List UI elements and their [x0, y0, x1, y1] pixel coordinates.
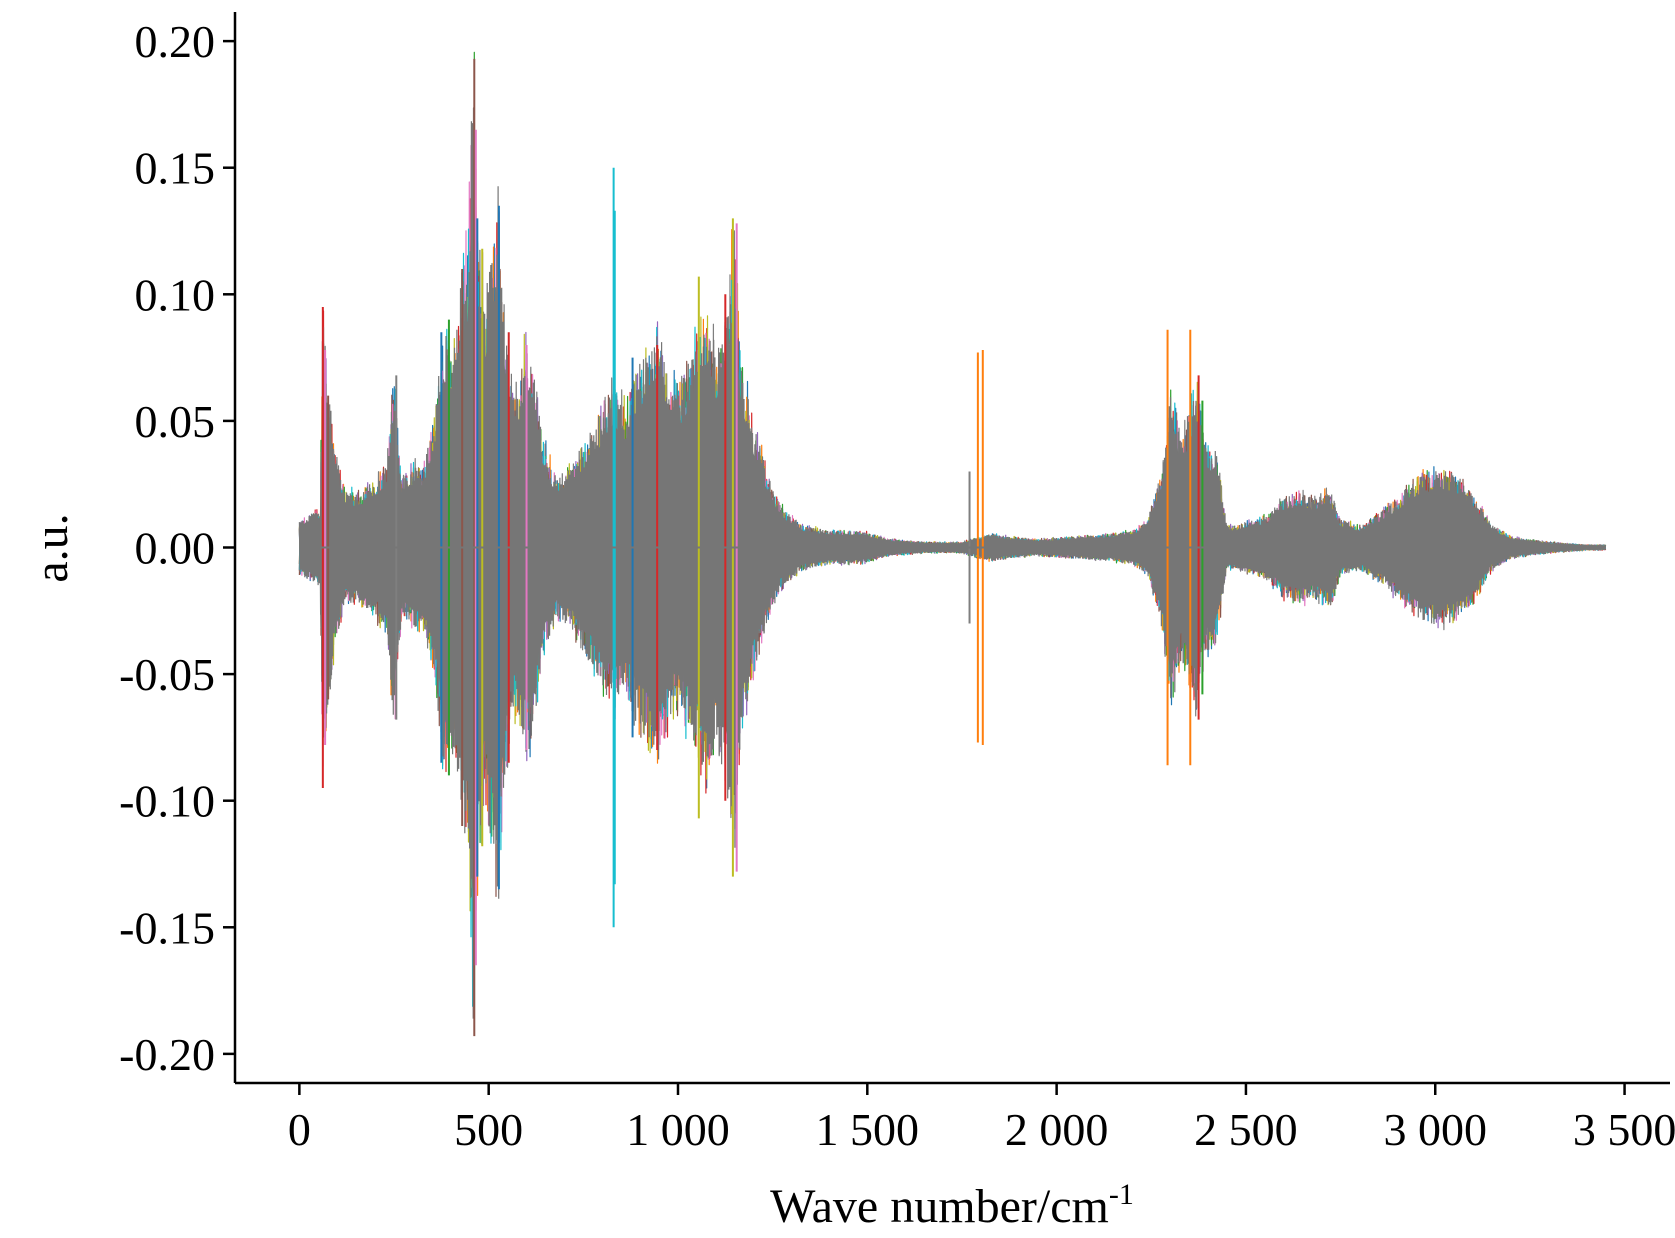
y-tick-label: 0.05: [135, 396, 216, 447]
chart-marks: [298, 51, 1607, 1037]
y-tick-label: -0.15: [119, 902, 215, 953]
x-tick-label: 3 500: [1573, 1104, 1675, 1155]
gray-spectrum-line: [298, 121, 1607, 1019]
x-axis-title-main: Wave number/cm: [770, 1180, 1109, 1233]
x-tick-label: 2 500: [1194, 1104, 1298, 1155]
y-tick-label: 0.20: [135, 16, 216, 67]
y-tick-label: -0.05: [119, 649, 215, 700]
y-axis-title: a.u.: [25, 513, 78, 582]
y-tick-label: 0.15: [135, 143, 216, 194]
y-tick-label: 0.00: [135, 523, 216, 574]
y-axis-ticks: 0.20 0.15 0.10 0.05 0.00 -0.05 -0.10 -0.15 -0.20: [119, 16, 235, 1080]
x-tick-label: 500: [454, 1104, 523, 1155]
x-axis-ticks: 0 500 1 000 1 500 2 000 2 500 3 000 3 500: [288, 1083, 1675, 1155]
x-tick-label: 1 500: [816, 1104, 920, 1155]
x-tick-label: 0: [288, 1104, 311, 1155]
x-axis-title: Wave number/cm-1: [770, 1178, 1134, 1233]
x-axis-title-superscript: -1: [1109, 1178, 1134, 1211]
x-tick-label: 3 000: [1384, 1104, 1488, 1155]
x-tick-label: 1 000: [626, 1104, 730, 1155]
y-tick-label: -0.20: [119, 1029, 215, 1080]
y-tick-label: 0.10: [135, 269, 216, 320]
x-tick-label: 2 000: [1005, 1104, 1109, 1155]
y-tick-label: -0.10: [119, 776, 215, 827]
